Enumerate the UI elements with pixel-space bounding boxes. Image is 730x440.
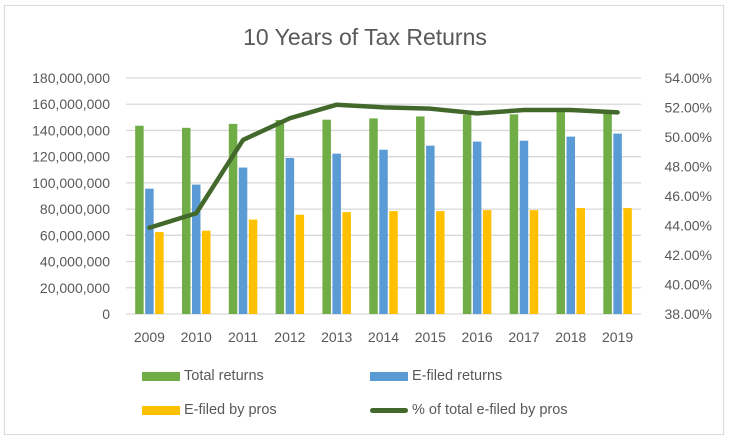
y2-tick-label: 40.00%	[665, 277, 712, 293]
legend-swatch-green	[142, 371, 180, 381]
x-tick-label: 2017	[508, 329, 539, 345]
right-y-axis-ticks: 38.00% 40.00% 42.00% 44.00% 46.00% 48.00% 50.0…	[665, 70, 712, 322]
bar	[135, 125, 144, 314]
x-tick-label: 2018	[555, 329, 586, 345]
x-axis-ticks: 2009 2010 2011 2012 2013 2014 2015 2016 2017 2018…	[134, 329, 634, 345]
y2-tick-label: 54.00%	[665, 70, 712, 86]
bar	[462, 114, 472, 314]
bar	[603, 113, 612, 314]
x-tick-label: 2019	[602, 329, 633, 345]
bar	[248, 219, 258, 314]
bar	[436, 211, 445, 314]
bar	[509, 114, 519, 314]
bar	[275, 119, 285, 314]
legend-swatch-blue	[370, 371, 408, 381]
x-tick-label: 2015	[415, 329, 446, 345]
y-tick-label: 80,000,000	[40, 201, 110, 217]
bar-series	[135, 112, 632, 315]
bar	[342, 212, 351, 314]
y-tick-label: 100,000,000	[32, 175, 110, 191]
bar	[201, 230, 211, 314]
bar	[566, 136, 576, 314]
x-tick-label: 2010	[181, 329, 212, 345]
bar	[519, 140, 529, 314]
legend-item-pct-e-filed-by-pros: % of total e-filed by pros	[370, 402, 568, 418]
bar	[295, 214, 305, 314]
chart-title: 10 Years of Tax Returns	[243, 24, 487, 50]
bar	[613, 133, 622, 314]
y2-tick-label: 44.00%	[665, 218, 712, 234]
bar	[529, 210, 539, 314]
bar	[191, 184, 201, 314]
x-tick-label: 2014	[368, 329, 399, 345]
bar	[472, 141, 482, 314]
y-tick-label: 140,000,000	[32, 122, 110, 138]
y2-tick-label: 50.00%	[665, 129, 712, 145]
bar	[379, 149, 388, 314]
x-tick-label: 2016	[462, 329, 493, 345]
legend-line-icon	[370, 407, 408, 413]
y2-tick-label: 52.00%	[665, 100, 712, 116]
legend-item-total-returns: Total returns	[142, 368, 264, 384]
legend-label: E-filed returns	[412, 368, 503, 384]
bar	[389, 211, 398, 314]
y2-tick-label: 48.00%	[665, 159, 712, 175]
bar	[285, 157, 295, 314]
y-tick-label: 20,000,000	[40, 280, 110, 296]
bar	[416, 116, 425, 314]
bar	[369, 118, 378, 314]
legend-label: E-filed by pros	[184, 402, 277, 418]
bar	[426, 145, 435, 314]
legend-item-e-filed-by-pros: E-filed by pros	[142, 402, 277, 418]
x-tick-label: 2011	[228, 329, 258, 345]
bar	[556, 112, 566, 314]
x-tick-label: 2013	[321, 329, 352, 345]
line-path	[147, 102, 620, 230]
left-y-axis-ticks: 0 20,000,000 40,000,000 60,000,000 80,000,00…	[32, 70, 110, 322]
legend-item-e-filed-returns: E-filed returns	[370, 368, 502, 384]
bar	[181, 127, 191, 314]
legend-label: % of total e-filed by pros	[412, 402, 568, 418]
legend-swatch-yellow	[142, 405, 180, 415]
y-tick-label: 60,000,000	[40, 227, 110, 243]
y-tick-label: 120,000,000	[32, 149, 110, 165]
bar	[623, 208, 632, 314]
y2-tick-label: 46.00%	[665, 188, 712, 204]
y-tick-label: 160,000,000	[32, 96, 110, 112]
y-tick-label: 40,000,000	[40, 254, 110, 270]
x-tick-label: 2012	[274, 329, 305, 345]
y-tick-label: 180,000,000	[32, 70, 110, 86]
bar	[238, 167, 248, 314]
x-tick-label: 2009	[134, 329, 165, 345]
bar	[576, 208, 586, 314]
line-series	[147, 102, 620, 230]
bar	[482, 210, 492, 314]
y-tick-label: 0	[102, 306, 110, 322]
bar	[155, 232, 164, 314]
bar	[322, 119, 331, 315]
legend-label: Total returns	[184, 368, 264, 384]
bar	[145, 188, 154, 314]
y2-tick-label: 42.00%	[665, 247, 712, 263]
bar	[228, 123, 238, 314]
bar	[332, 153, 341, 314]
y2-tick-label: 38.00%	[665, 306, 712, 322]
